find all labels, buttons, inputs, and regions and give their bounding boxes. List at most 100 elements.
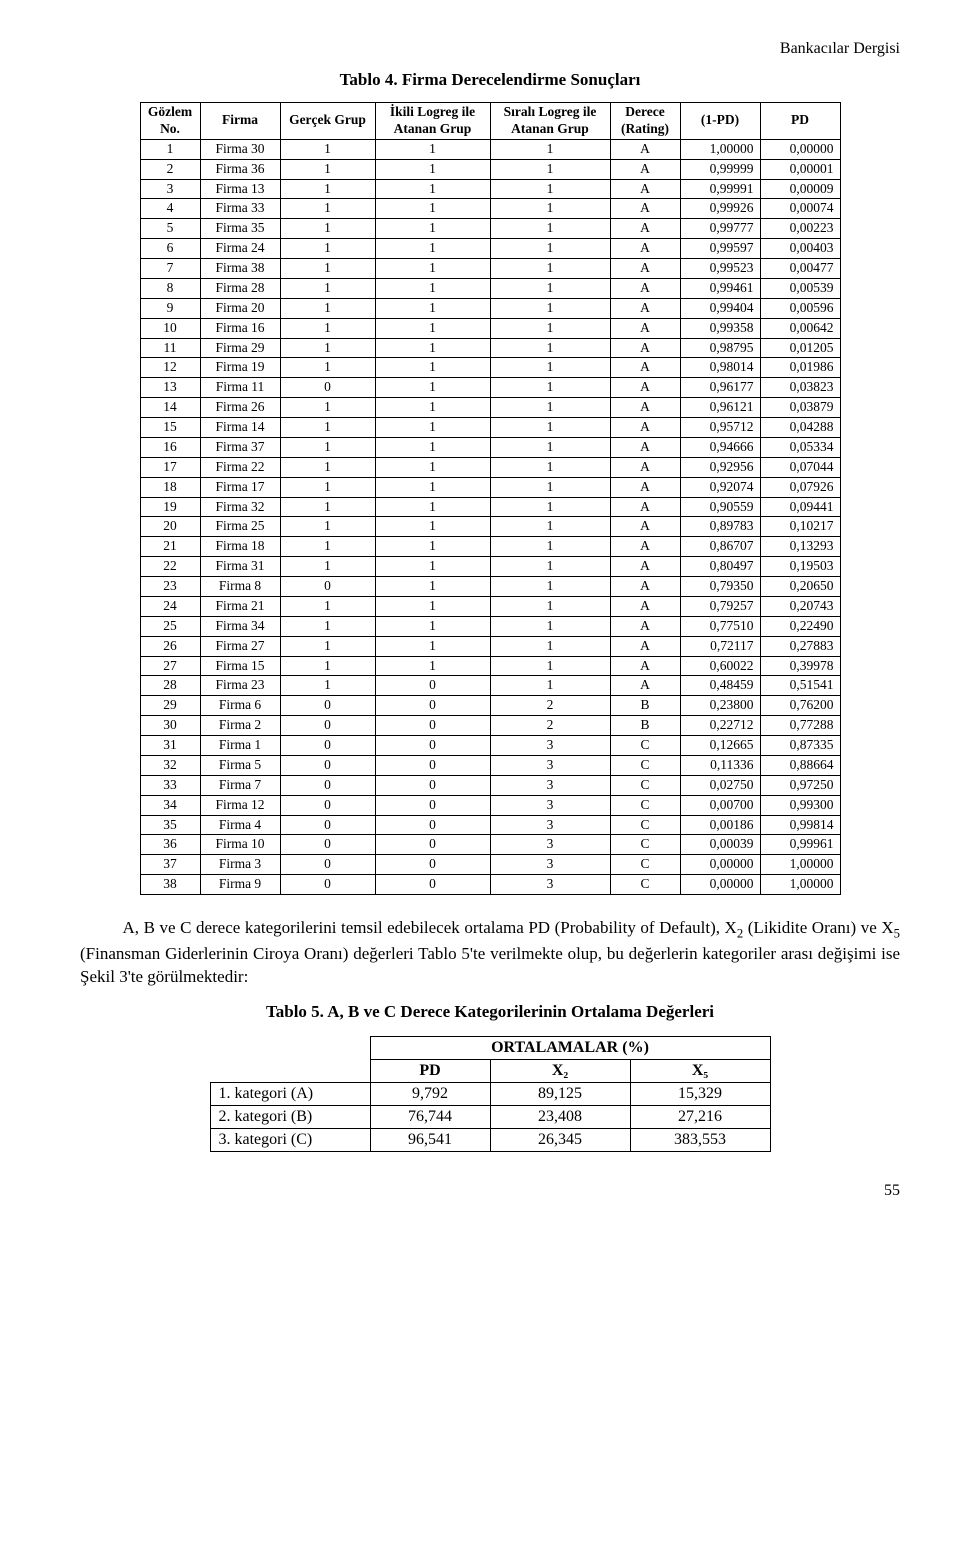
table-cell: 0 [280,577,375,597]
table-cell: 1 [280,259,375,279]
table-cell: A [610,517,680,537]
table-cell: 3 [140,179,200,199]
table-row: 32Firma 5003C0,113360,88664 [140,755,840,775]
table-row: 3Firma 13111A0,999910,00009 [140,179,840,199]
table-cell: 1 [280,278,375,298]
table-cell: 1 [490,338,610,358]
table-cell: 13 [140,378,200,398]
table-row: 21Firma 18111A0,867070,13293 [140,537,840,557]
table-cell: 0,00000 [680,875,760,895]
table-cell: A [610,596,680,616]
table-cell: 0,86707 [680,537,760,557]
table-cell: 0,07926 [760,477,840,497]
table-cell: 28 [140,676,200,696]
table-cell: 0,99523 [680,259,760,279]
table-cell: 1 [280,318,375,338]
table-cell: 29 [140,696,200,716]
th-sirali: Sıralı Logreg ile Atanan Grup [490,103,610,140]
table-cell: A [610,278,680,298]
table-row: 4Firma 33111A0,999260,00074 [140,199,840,219]
table-cell: A [610,318,680,338]
table-cell: 0,79350 [680,577,760,597]
table-cell: 1 [375,398,490,418]
table-row: 10Firma 16111A0,993580,00642 [140,318,840,338]
table-cell: 1,00000 [760,875,840,895]
table-row: 24Firma 21111A0,792570,20743 [140,596,840,616]
table-cell: 33 [140,775,200,795]
table-cell: 1 [490,179,610,199]
table-row: 1Firma 30111A1,000000,00000 [140,139,840,159]
table-cell: Firma 34 [200,616,280,636]
avg-th-top: ORTALAMALAR (%) [370,1037,770,1060]
table-cell: Firma 32 [200,497,280,517]
table-cell: 0,72117 [680,636,760,656]
table-cell: 0 [280,835,375,855]
table-cell: 0,99814 [760,815,840,835]
table-cell: 0 [375,835,490,855]
table-cell: 0,95712 [680,418,760,438]
table-cell: 1 [490,378,610,398]
table-cell: B [610,696,680,716]
table-cell: 1 [490,437,610,457]
table-cell: Firma 11 [200,378,280,398]
table-cell: 4 [140,199,200,219]
table-cell: A [610,616,680,636]
table-cell: 1 [375,298,490,318]
table-row: 29Firma 6002B0,238000,76200 [140,696,840,716]
table-cell: 18 [140,477,200,497]
table-cell: Firma 27 [200,636,280,656]
table-cell: 21 [140,537,200,557]
table-cell: 0 [280,716,375,736]
table-cell: 2 [140,159,200,179]
table-cell: 32 [140,755,200,775]
table-cell: Firma 4 [200,815,280,835]
table-cell: 14 [140,398,200,418]
table-cell: Firma 36 [200,159,280,179]
table-cell: 1 [490,457,610,477]
table-cell: 1 [375,139,490,159]
table-cell: 3. kategori (C) [210,1129,370,1152]
table-cell: 1 [280,199,375,219]
table-cell: 2 [490,696,610,716]
table-row: 2Firma 36111A0,999990,00001 [140,159,840,179]
table-cell: 0,00700 [680,795,760,815]
th-gercek: Gerçek Grup [280,103,375,140]
table-cell: 9,792 [370,1083,490,1106]
table-cell: 0,07044 [760,457,840,477]
table-cell: Firma 35 [200,219,280,239]
table-cell: 0,00000 [680,855,760,875]
table-cell: Firma 38 [200,259,280,279]
table-cell: 0,90559 [680,497,760,517]
table-cell: 1 [490,358,610,378]
th-gozlem: Gözlem No. [140,103,200,140]
table-cell: Firma 23 [200,676,280,696]
table-cell: 0,04288 [760,418,840,438]
table-cell: Firma 3 [200,855,280,875]
table-cell: 0,01205 [760,338,840,358]
table-cell: 1 [375,537,490,557]
table-cell: Firma 14 [200,418,280,438]
table-cell: 0 [375,795,490,815]
table-cell: 1 [375,179,490,199]
table-cell: 1 [490,239,610,259]
table-cell: A [610,577,680,597]
table-cell: 1. kategori (A) [210,1083,370,1106]
table-cell: 1 [280,298,375,318]
table-row: 6Firma 24111A0,995970,00403 [140,239,840,259]
table-cell: Firma 5 [200,755,280,775]
table-cell: A [610,537,680,557]
table-row: 18Firma 17111A0,920740,07926 [140,477,840,497]
table-cell: 0,01986 [760,358,840,378]
table-cell: 0 [280,736,375,756]
table-row: 27Firma 15111A0,600220,39978 [140,656,840,676]
table-cell: 1 [280,219,375,239]
table-cell: 1 [375,378,490,398]
table-cell: 1 [280,537,375,557]
th-sirali-l2: Atanan Grup [511,121,589,136]
table-cell: 1 [375,199,490,219]
table-cell: Firma 18 [200,537,280,557]
table-cell: 1 [280,358,375,378]
table-cell: 0,09441 [760,497,840,517]
table-cell: A [610,676,680,696]
table-cell: 0 [375,855,490,875]
